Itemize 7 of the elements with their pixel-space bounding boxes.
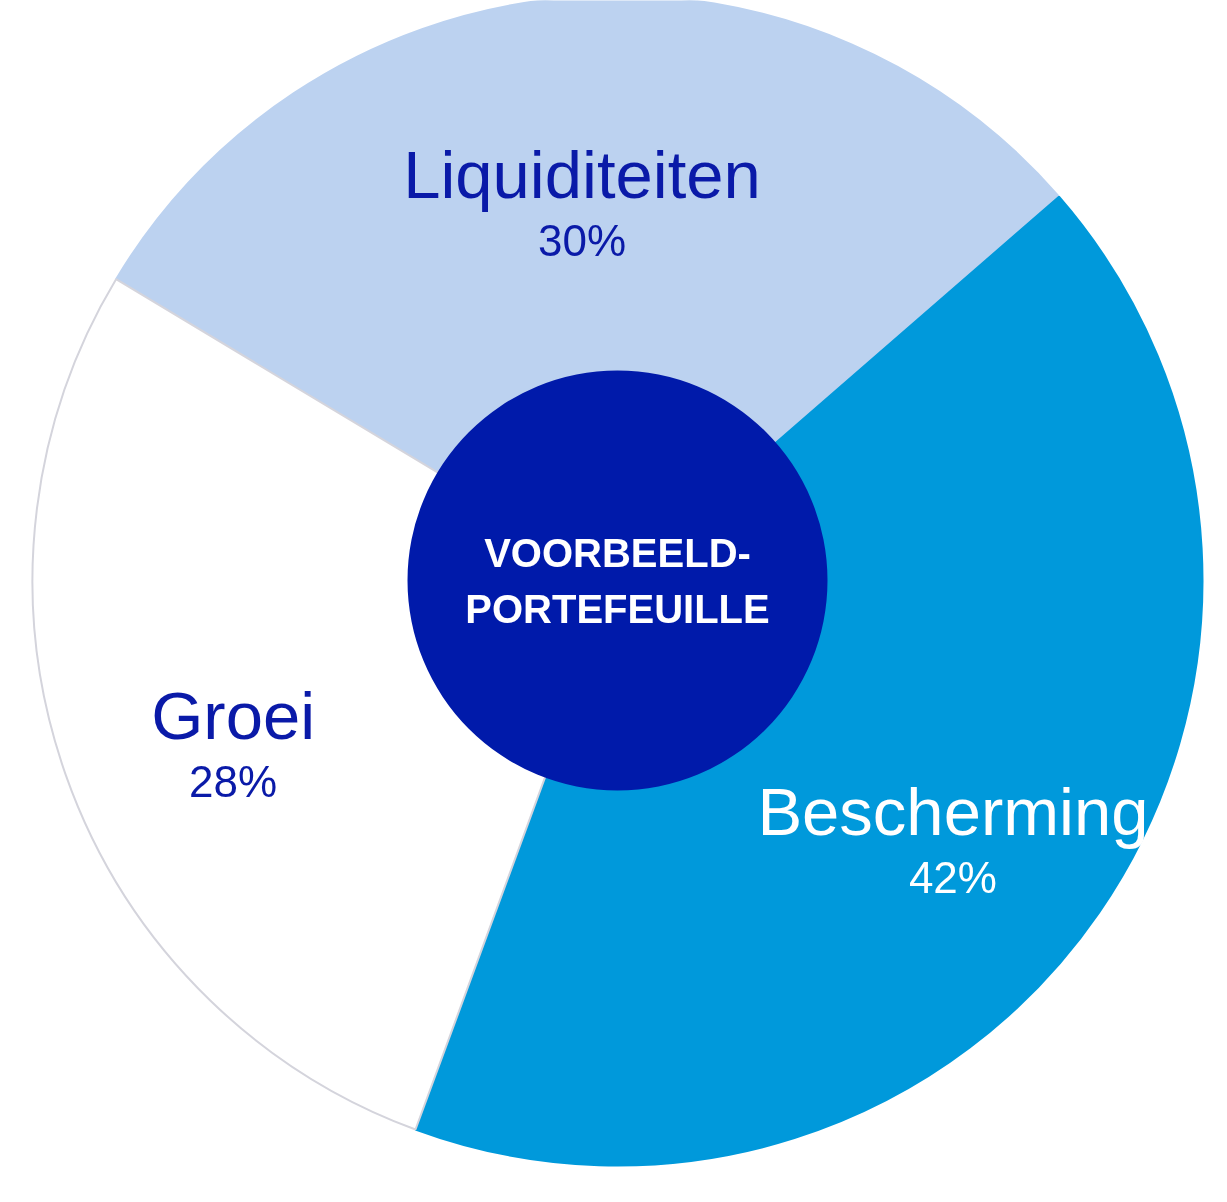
data-label: 28% <box>189 757 278 807</box>
slice-label: Groei <box>151 678 316 754</box>
slice-label: Bescherming <box>757 774 1149 850</box>
slice-label: Liquiditeiten <box>403 137 761 213</box>
data-label: 42% <box>908 853 997 903</box>
text: VOORBEELD- PORTEFEUILLE <box>465 530 770 631</box>
data-label: 30% <box>537 216 627 266</box>
